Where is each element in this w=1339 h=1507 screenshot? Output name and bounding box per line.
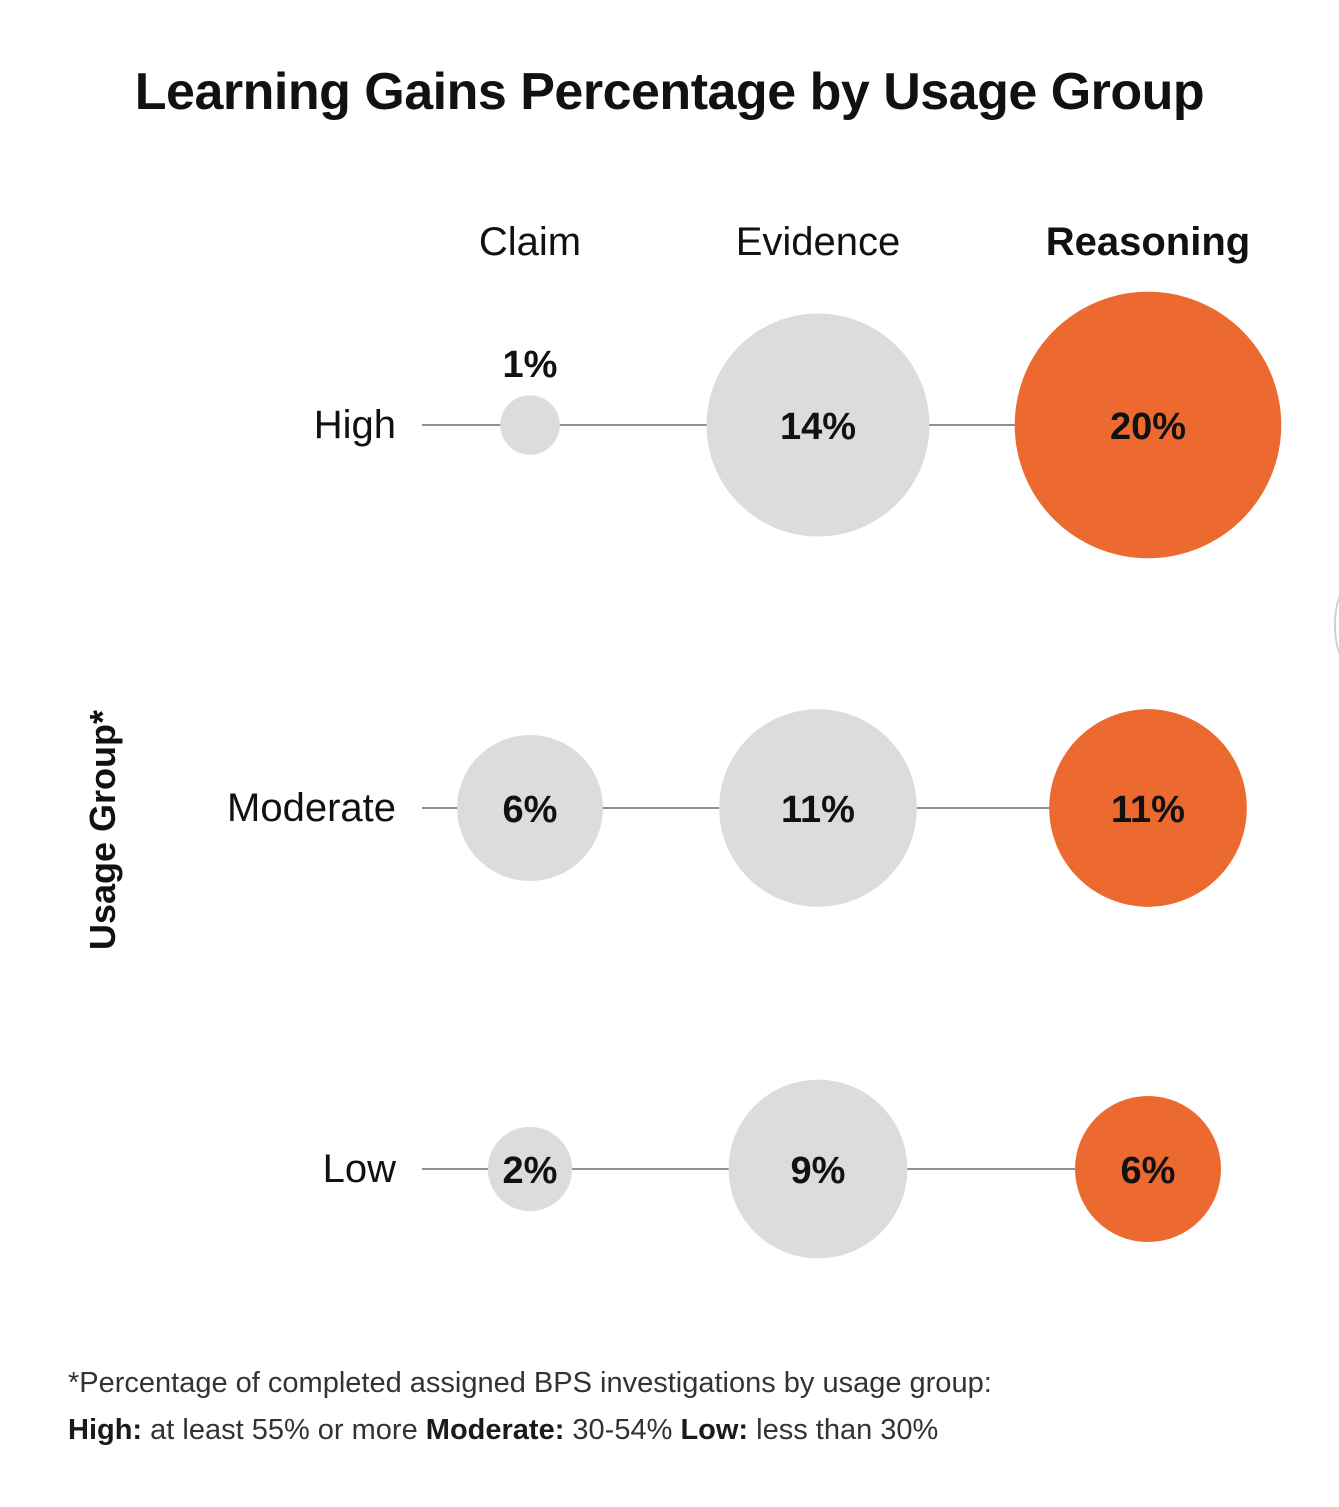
bubble-low-evidence — [728, 1079, 908, 1259]
y-axis-label: Usage Group* — [82, 710, 123, 950]
column-header-evidence: Evidence — [736, 220, 901, 264]
data-label-moderate-reasoning: 11% — [1111, 789, 1185, 831]
data-label-high-evidence: 14% — [780, 406, 856, 448]
data-label-moderate-claim: 6% — [503, 789, 558, 831]
data-label-low-evidence: 9% — [791, 1150, 846, 1192]
bubble-high-reasoning — [1014, 291, 1282, 559]
row-label-high: High — [314, 403, 396, 447]
footnote-moderate-text: 30-54% — [564, 1414, 681, 1446]
column-header-reasoning: Reasoning — [1046, 220, 1250, 264]
edge-decoration — [1334, 580, 1339, 670]
bubble-high-evidence — [706, 313, 930, 537]
bubble-high-claim — [500, 395, 560, 455]
footnote: *Percentage of completed assigned BPS in… — [68, 1360, 1308, 1454]
row-moderate: Moderate 6% 11% 11% — [227, 709, 1247, 907]
data-label-high-reasoning: 20% — [1110, 406, 1186, 448]
footnote-moderate-label: Moderate: — [425, 1414, 565, 1446]
bubble-chart: Usage Group* Claim Evidence Reasoning High… — [82, 220, 1282, 1259]
row-high: High 1% 14% 20% — [314, 291, 1282, 559]
column-header-claim: Claim — [479, 220, 581, 264]
bubble-moderate-reasoning — [1049, 709, 1247, 907]
data-label-low-reasoning: 6% — [1121, 1150, 1176, 1192]
row-label-low: Low — [323, 1147, 396, 1191]
data-label-moderate-evidence: 11% — [781, 789, 855, 831]
bubble-low-reasoning — [1075, 1096, 1221, 1242]
bubble-low-claim — [487, 1126, 573, 1212]
data-label-low-claim: 2% — [503, 1150, 558, 1192]
footnote-high-label: High: — [68, 1414, 143, 1446]
footnote-high-text: at least 55% or more — [142, 1414, 426, 1446]
footnote-low-text: less than 30% — [748, 1414, 939, 1446]
row-label-moderate: Moderate — [227, 786, 396, 830]
data-label-high-claim: 1% — [503, 344, 558, 386]
row-low: Low 2% 9% 6% — [323, 1079, 1221, 1259]
footnote-low-label: Low: — [680, 1414, 749, 1446]
bubble-moderate-claim — [457, 735, 603, 881]
footnote-legend: High: at least 55% or more Moderate: 30-… — [68, 1407, 1308, 1454]
bubble-moderate-evidence — [719, 709, 917, 907]
footnote-intro: *Percentage of completed assigned BPS in… — [68, 1367, 992, 1399]
chart-title: Learning Gains Percentage by Usage Group — [134, 63, 1205, 121]
